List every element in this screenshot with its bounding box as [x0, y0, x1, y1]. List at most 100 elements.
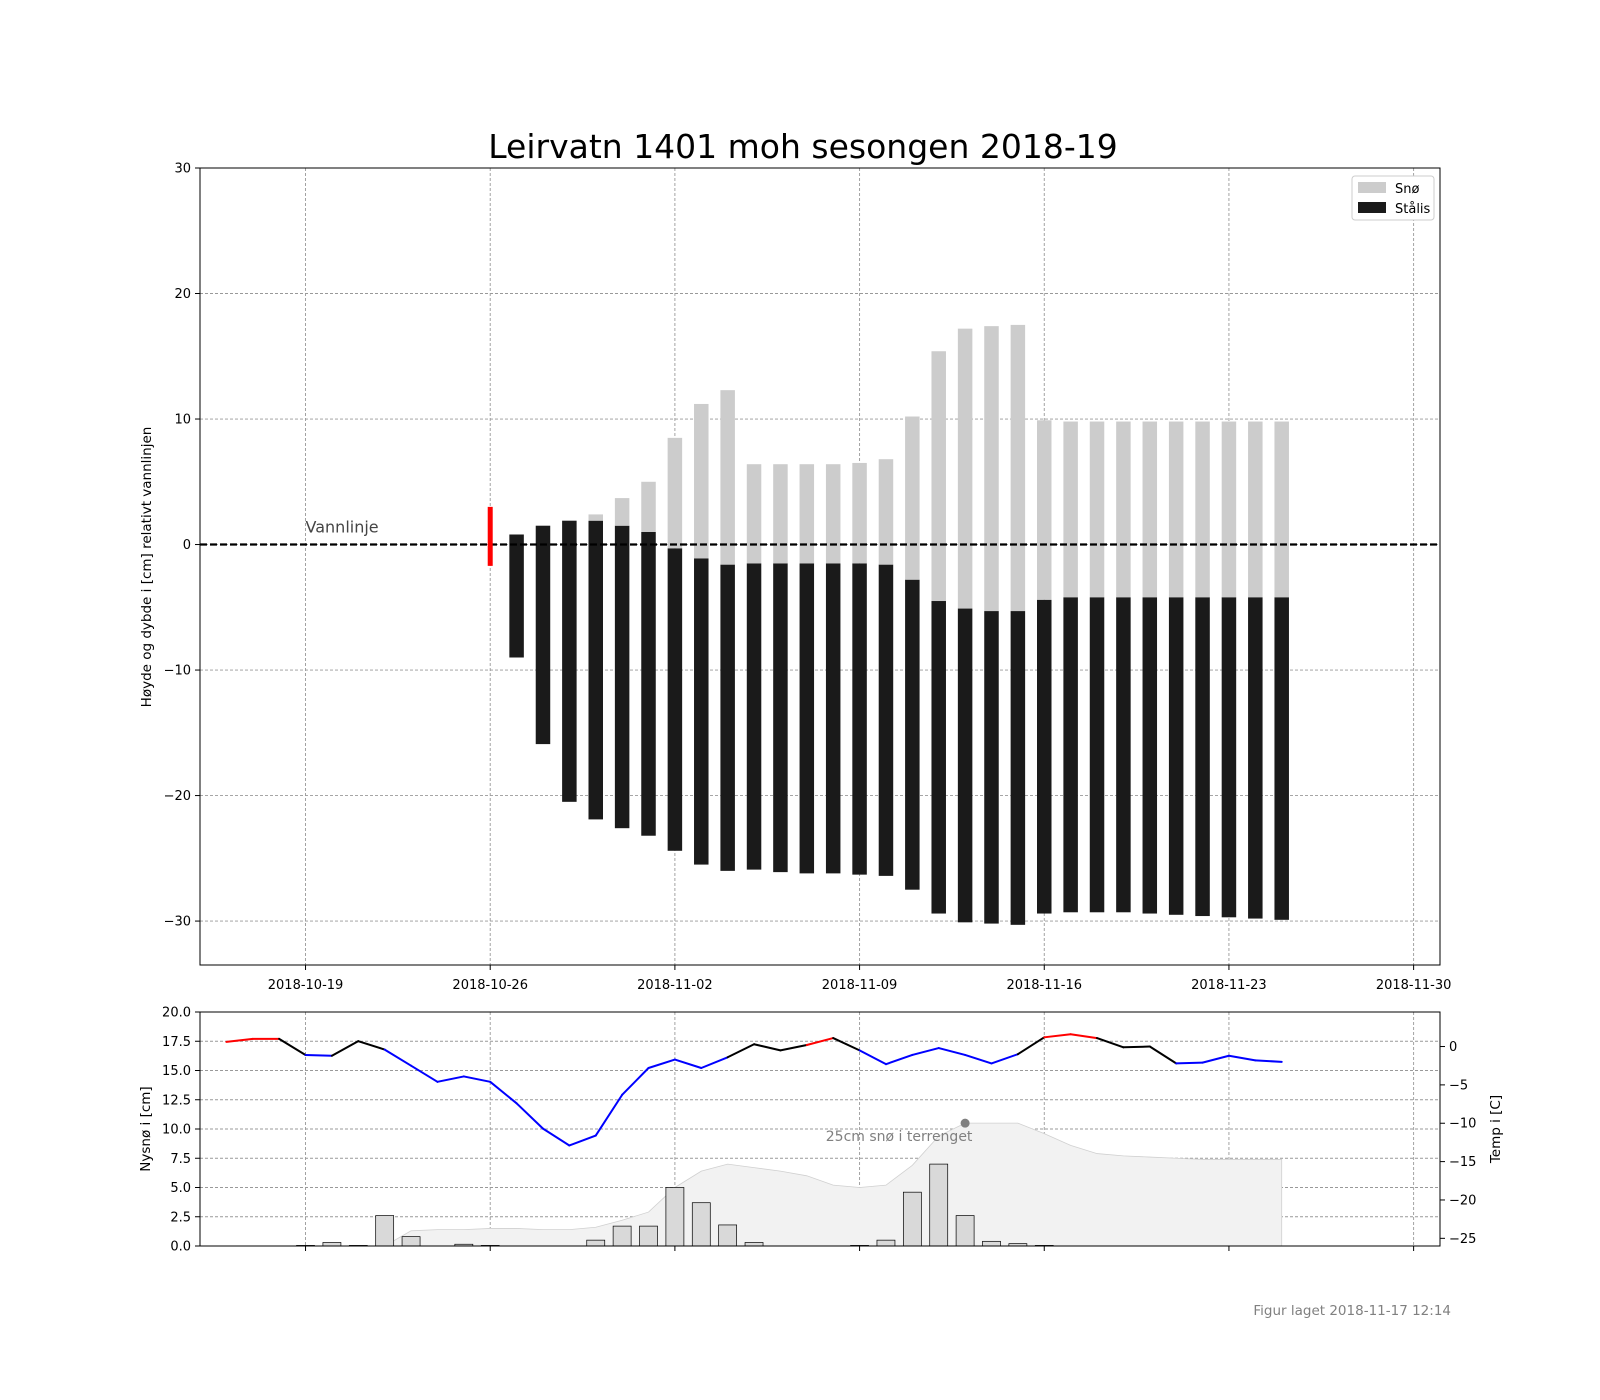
terrain-snow-fill — [383, 1122, 1283, 1247]
y-tick-label: −10 — [164, 664, 191, 679]
snow-bar — [825, 464, 841, 564]
legend-swatch — [1358, 182, 1386, 193]
steel-ice-bar — [720, 564, 735, 871]
x-tick-label: 2018-11-09 — [822, 978, 898, 993]
temperature-segment — [541, 1127, 571, 1147]
new-snow-bar — [718, 1224, 738, 1247]
new-snow-bar — [665, 1187, 685, 1247]
legend-label: Snø — [1395, 182, 1419, 197]
steel-ice-bar — [1221, 597, 1237, 918]
snow-bar — [1089, 421, 1105, 598]
temperature-segment — [225, 1037, 254, 1043]
snow-bar — [1168, 421, 1184, 598]
temperature-segment — [884, 1053, 914, 1066]
new-snow-bar — [586, 1239, 606, 1247]
y-tick-label: 0 — [183, 538, 191, 553]
snow-bar — [852, 462, 867, 564]
legend: Snø Stålis — [1351, 175, 1435, 221]
y2-tick-label: −25 — [1449, 1232, 1476, 1247]
new-snow-bar — [955, 1215, 975, 1247]
steel-ice-bar — [905, 579, 920, 890]
steel-ice-bar — [878, 564, 894, 876]
figure-timestamp: Figur laget 2018-11-17 12:14 — [1253, 1303, 1451, 1319]
steel-ice-bar — [1010, 611, 1026, 925]
temperature-segment — [911, 1047, 940, 1056]
steel-ice-bar — [799, 563, 815, 874]
snow-bar — [1010, 324, 1026, 612]
snow-bar — [878, 459, 894, 565]
snow-bar — [905, 416, 920, 580]
temperature-segment — [805, 1037, 835, 1046]
snow-bar — [588, 514, 603, 521]
temperature-segment — [1096, 1037, 1125, 1049]
new-snow-bar — [375, 1215, 395, 1247]
snow-bar — [746, 464, 762, 564]
temperature-segment — [700, 1056, 729, 1070]
y-tick-label: 30 — [174, 162, 191, 177]
ice-x-ticks: 2018-10-19 2018-10-26 2018-11-02 2018-11-09… — [268, 965, 1452, 993]
temperature-segment — [937, 1047, 967, 1056]
temperature-segment — [594, 1093, 624, 1137]
temperature-segment — [1201, 1054, 1230, 1064]
temp-y-axis-label: Temp i [C] — [1488, 1095, 1504, 1164]
temperature-segment — [515, 1102, 544, 1130]
steel-ice-bar — [588, 520, 603, 820]
steel-ice-bar — [746, 563, 762, 870]
new-snow-bar — [639, 1225, 658, 1247]
snow-bar — [1037, 420, 1052, 600]
start-marker — [487, 506, 493, 566]
temperature-segment — [462, 1075, 492, 1083]
temperature-segment — [1016, 1036, 1046, 1056]
temperature-segment — [673, 1058, 703, 1070]
temperature-segment — [383, 1048, 413, 1067]
steel-ice-bar — [614, 525, 630, 829]
new-snow-bar — [322, 1242, 342, 1247]
new-snow-bar — [612, 1225, 632, 1247]
steel-ice-bar — [852, 563, 867, 875]
y-tick-label: 0.0 — [170, 1240, 191, 1255]
new-snow-bar — [902, 1191, 922, 1247]
temperature-segment — [647, 1058, 676, 1070]
steel-ice-bar — [825, 563, 841, 874]
temperature-segment — [436, 1075, 465, 1083]
temperature-line — [225, 1033, 1283, 1147]
y-tick-label: 5.0 — [170, 1181, 191, 1196]
snow-bar — [1116, 421, 1131, 598]
steel-ice-bar — [694, 558, 709, 865]
temperature-segment — [489, 1080, 518, 1105]
steel-ice-bar — [931, 601, 946, 914]
steel-ice-bar — [1168, 597, 1184, 915]
chart-title: Leirvatn 1401 moh sesongen 2018-19 — [488, 127, 1117, 166]
terrain-snow-annotation: 25cm snø i terrenget — [826, 1118, 973, 1145]
temp-y-ticks: 0 −5 −10 −15 −20 −25 — [1440, 1040, 1476, 1247]
new-snow-bar — [982, 1240, 1001, 1247]
ice-plot-frame — [199, 167, 1441, 966]
temperature-segment — [330, 1040, 360, 1057]
steel-ice-bar — [773, 563, 788, 873]
y-tick-label: 12.5 — [162, 1093, 191, 1108]
snow-bar — [1142, 421, 1158, 598]
y-tick-label: 7.5 — [170, 1152, 191, 1167]
steel-ice-bar — [957, 608, 973, 923]
waterline-label: Vannlinje — [306, 518, 379, 537]
y-tick-label: 20 — [174, 287, 191, 302]
snow-y-axis-label: Nysnø i [cm] — [138, 1086, 154, 1171]
temperature-segment — [779, 1043, 808, 1052]
temperature-segment — [1227, 1054, 1257, 1062]
temperature-segment — [1122, 1045, 1151, 1049]
temperature-segment — [357, 1040, 386, 1051]
snow-bar — [667, 437, 683, 549]
ice-overlays: Vannlinje — [200, 506, 1440, 566]
temperature-segment — [1148, 1045, 1178, 1065]
temperature-segment — [858, 1049, 887, 1066]
steel-ice-bar — [1142, 597, 1158, 914]
snow-bar — [984, 326, 999, 612]
terrain-snow-area — [383, 1122, 1283, 1247]
temperature-segment — [726, 1043, 756, 1059]
terrain-snow-point — [960, 1118, 970, 1128]
legend-swatch — [1358, 202, 1386, 213]
temperature-segment — [278, 1037, 307, 1056]
temperature-segment — [304, 1053, 333, 1057]
x-tick-label: 2018-11-30 — [1376, 978, 1452, 993]
